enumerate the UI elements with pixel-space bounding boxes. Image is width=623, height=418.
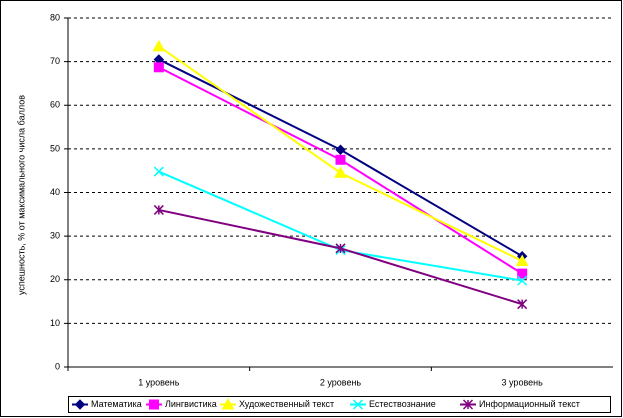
y-tick-label: 0 (55, 361, 60, 371)
marker (517, 275, 528, 286)
legend-label: Художественный текст (239, 399, 334, 409)
marker (153, 166, 164, 177)
legend-box (68, 396, 611, 413)
y-tick-label: 60 (50, 100, 60, 110)
marker (517, 299, 528, 310)
y-axis-label: успешность, % от максимального числа бал… (16, 95, 26, 295)
marker (515, 254, 529, 266)
marker (221, 397, 235, 410)
marker (335, 144, 346, 155)
marker (517, 268, 528, 279)
marker (334, 166, 347, 178)
marker (462, 399, 474, 410)
marker (335, 154, 346, 165)
y-tick-label: 50 (50, 143, 60, 153)
marker (149, 399, 159, 410)
y-tick-label: 30 (50, 231, 60, 241)
marker (153, 204, 164, 215)
legend-label: Лингвистика (165, 399, 217, 409)
legend: Математика Лингвистика Художественный текс… (68, 396, 611, 413)
y-tick-label: 20 (50, 274, 60, 284)
marker (74, 399, 86, 410)
legend-label: Естествознание (369, 399, 436, 409)
legend-label: Математика (91, 399, 142, 409)
x-tick-label: 1 уровень (138, 377, 180, 387)
x-tick-label: 2 уровень (320, 377, 362, 387)
y-tick-label: 40 (50, 187, 60, 197)
marker (153, 62, 164, 73)
y-tick-label: 70 (50, 56, 60, 66)
y-tick-label: 80 (50, 12, 60, 22)
y-tick-label: 10 (50, 318, 60, 328)
marker (352, 399, 364, 410)
legend-label: Информационный текст (479, 399, 580, 409)
x-tick-label: 3 уровень (502, 377, 544, 387)
marker (152, 39, 166, 52)
marker (335, 243, 346, 254)
